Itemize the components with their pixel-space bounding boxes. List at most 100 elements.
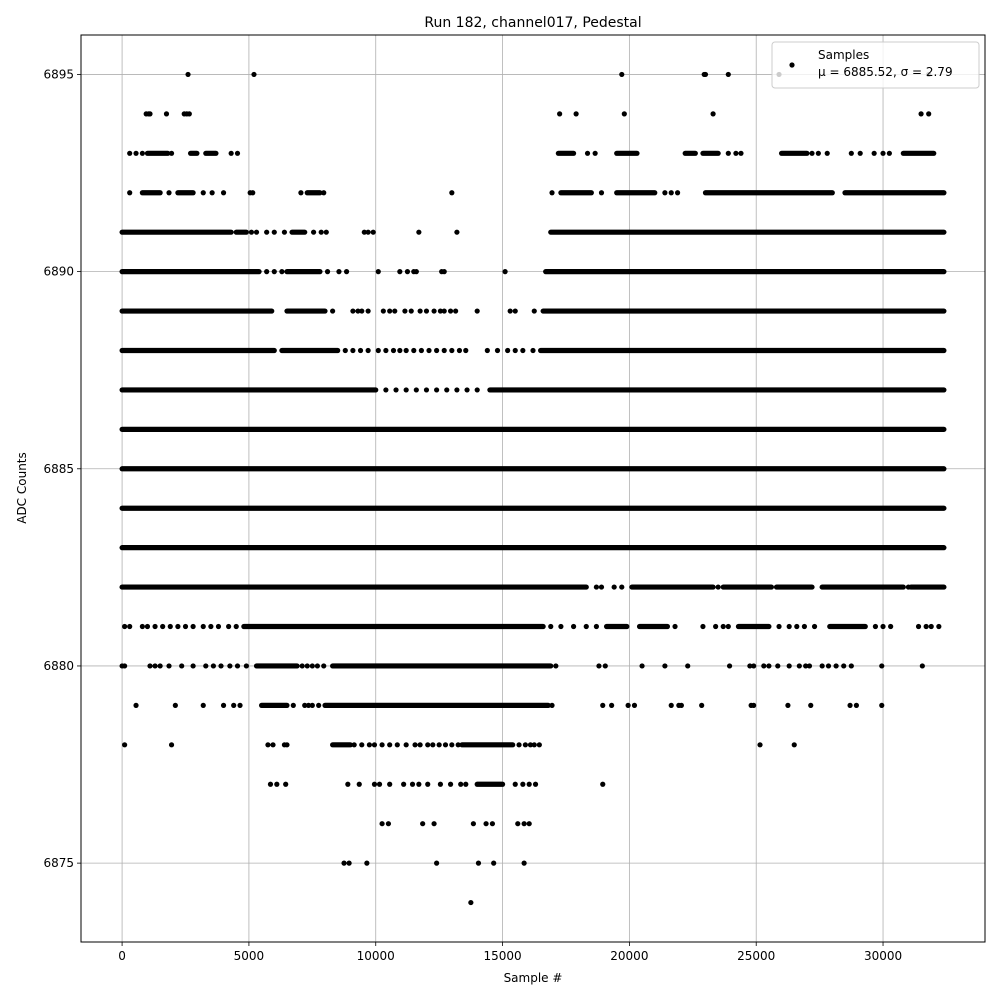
sample-point — [166, 663, 172, 669]
sample-point — [775, 663, 781, 669]
sample-point — [321, 663, 327, 669]
sample-point — [200, 702, 206, 708]
sample-point — [751, 663, 757, 669]
sample-point — [454, 229, 460, 235]
sample-point — [668, 702, 674, 708]
sample-point — [304, 663, 310, 669]
sample-point — [549, 190, 555, 196]
sample-point — [425, 781, 431, 787]
sample-point — [350, 347, 356, 354]
sample-point — [401, 781, 407, 787]
sample-point — [302, 702, 308, 708]
sample-point — [484, 347, 490, 354]
sample-point — [526, 821, 532, 827]
sample-point — [231, 702, 237, 708]
sample-point — [408, 308, 414, 314]
sample-point — [726, 663, 733, 669]
sample-point — [871, 150, 877, 156]
sample-point — [253, 229, 260, 235]
sample-point — [200, 623, 206, 630]
x-tick-label: 0 — [118, 949, 126, 963]
sample-point — [434, 347, 440, 354]
sample-point — [530, 347, 536, 354]
sample-point — [385, 821, 392, 827]
sample-point — [316, 702, 322, 708]
sample-point — [420, 821, 426, 827]
sample-point — [175, 623, 181, 630]
sample-point — [447, 308, 454, 314]
sample-point — [507, 308, 513, 314]
sample-point — [185, 71, 191, 78]
sample-point — [203, 663, 209, 669]
sample-point — [848, 150, 854, 156]
y-tick-label: 6880 — [43, 659, 74, 673]
sample-point — [809, 150, 815, 156]
sample-point — [166, 190, 172, 196]
sample-point — [463, 781, 469, 787]
sample-point — [383, 347, 389, 354]
sample-point — [516, 742, 522, 748]
sample-point — [801, 623, 808, 630]
sample-point — [824, 150, 830, 156]
sample-point — [323, 229, 329, 235]
sample-point — [346, 860, 352, 866]
sample-point — [281, 229, 288, 235]
sample-point — [447, 781, 454, 787]
sample-point — [220, 702, 227, 708]
sample-point — [713, 623, 719, 630]
sample-point — [434, 860, 440, 866]
sample-point — [596, 663, 602, 669]
sample-point — [456, 347, 463, 354]
sample-point — [152, 623, 158, 630]
sample-point — [573, 111, 579, 117]
sample-point — [394, 742, 400, 748]
sample-point — [444, 387, 450, 393]
sample-point — [532, 781, 539, 787]
sample-point — [127, 623, 133, 630]
sample-point — [310, 229, 317, 235]
sample-point — [305, 702, 312, 708]
sample-point — [355, 308, 361, 314]
sample-point — [923, 623, 929, 630]
sample-point — [441, 347, 447, 354]
sample-point — [526, 781, 532, 787]
sample-point — [309, 663, 315, 669]
sample-point — [330, 308, 336, 314]
sample-point — [284, 742, 290, 748]
x-tick-label: 5000 — [234, 949, 265, 963]
sample-point — [600, 702, 606, 708]
sample-point — [738, 150, 744, 156]
sample-point — [147, 111, 153, 117]
sample-point — [747, 663, 753, 669]
sample-point — [160, 623, 166, 630]
sample-point — [423, 387, 430, 393]
sample-point — [387, 781, 393, 787]
y-tick-label: 6890 — [43, 265, 74, 279]
sample-point — [423, 308, 430, 314]
sample-point — [710, 111, 716, 117]
sample-point — [234, 663, 241, 669]
sample-point — [700, 623, 706, 630]
sample-point — [431, 308, 437, 314]
sample-point — [786, 623, 792, 630]
sample-point — [531, 742, 537, 748]
sample-point — [133, 150, 139, 156]
sample-point — [200, 190, 206, 196]
axis-ticks: 0 5000 10000 15000 20000 25000 30000 6875 6880 68… — [43, 67, 902, 963]
sample-point — [321, 190, 327, 196]
sample-point — [761, 663, 767, 669]
sample-point — [309, 702, 315, 708]
sample-point — [491, 860, 497, 866]
sample-point — [841, 663, 847, 669]
sample-point — [168, 150, 175, 156]
sample-point — [376, 781, 383, 787]
sample-point — [371, 781, 378, 787]
sample-point — [336, 269, 342, 275]
sample-point — [364, 860, 370, 866]
legend: Samples μ = 6885.52, σ = 2.79 — [771, 41, 980, 89]
sample-point — [417, 742, 423, 748]
sample-point — [271, 229, 277, 235]
sample-point — [449, 742, 455, 748]
sample-point — [685, 663, 691, 669]
